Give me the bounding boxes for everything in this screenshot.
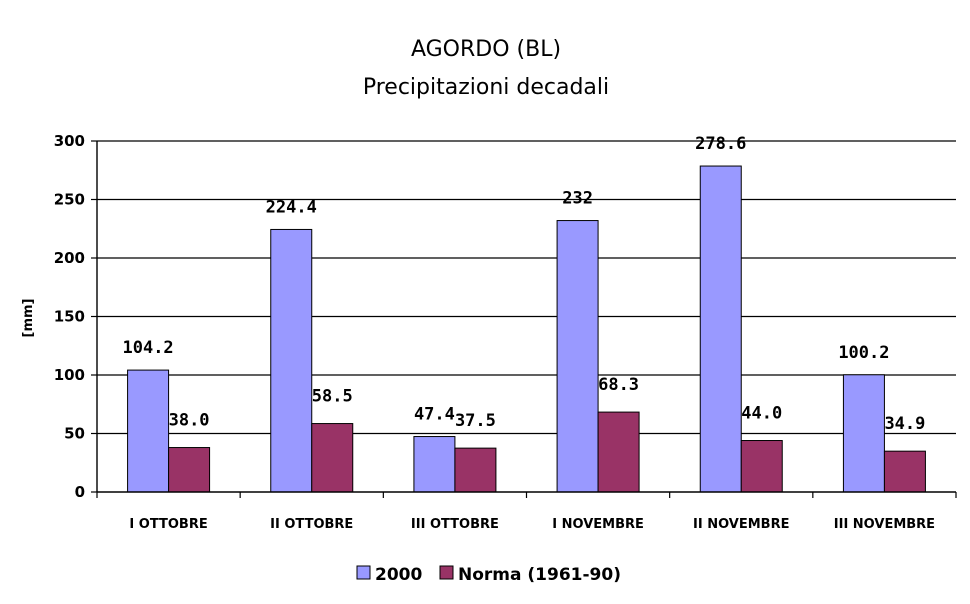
chart-title: AGORDO (BL) xyxy=(411,37,561,62)
bars xyxy=(127,165,926,493)
bar xyxy=(454,447,497,493)
bar xyxy=(883,450,926,493)
data-label: 38.0 xyxy=(169,411,210,431)
y-tick-label: 200 xyxy=(54,249,85,267)
y-tick-label: 50 xyxy=(64,425,85,443)
data-labels: 104.2 224.4 47.4 232 278.6 100.2 38.0 58.5 37.5 6… xyxy=(122,134,925,434)
data-label: 58.5 xyxy=(312,387,353,407)
chart-subtitle: Precipitazioni decadali xyxy=(363,75,609,100)
x-tick-label: II NOVEMBRE xyxy=(693,517,789,532)
x-tick-label: III NOVEMBRE xyxy=(834,517,935,532)
data-label: 47.4 xyxy=(414,405,455,425)
y-tick-label: 0 xyxy=(75,483,85,501)
x-tick-label: II OTTOBRE xyxy=(270,517,353,532)
y-axis-label: [mm] xyxy=(21,299,36,338)
bar xyxy=(270,228,313,493)
legend-swatch xyxy=(356,565,371,580)
y-tick-label: 250 xyxy=(54,191,85,209)
bar xyxy=(597,411,640,493)
bar xyxy=(168,447,211,493)
axes xyxy=(91,140,957,498)
legend-label: Norma (1961-90) xyxy=(458,565,621,585)
data-label: 224.4 xyxy=(266,197,317,217)
bar xyxy=(699,165,742,493)
x-tick-label: I NOVEMBRE xyxy=(552,517,644,532)
data-label: 68.3 xyxy=(598,375,639,395)
x-tick-label: III OTTOBRE xyxy=(411,517,499,532)
data-label: 44.0 xyxy=(741,404,782,424)
bar xyxy=(556,220,599,493)
y-axis-ticks: 0 50 100 150 200 250 300 xyxy=(54,132,85,501)
y-tick-label: 100 xyxy=(54,366,85,384)
bar xyxy=(740,440,783,493)
bar xyxy=(311,423,354,493)
data-label: 37.5 xyxy=(455,411,496,431)
gridlines xyxy=(97,140,956,435)
x-axis-ticks: I OTTOBRE II OTTOBRE III OTTOBRE I NOVEMBRE… xyxy=(129,517,935,532)
data-label: 232 xyxy=(562,189,593,209)
legend: 2000 Norma (1961-90) xyxy=(356,565,621,585)
data-label: 34.9 xyxy=(884,414,925,434)
bar xyxy=(127,369,170,493)
bar xyxy=(842,374,885,493)
legend-swatch xyxy=(439,565,454,580)
data-label: 104.2 xyxy=(122,338,173,358)
data-label: 278.6 xyxy=(695,134,746,154)
legend-label: 2000 xyxy=(375,565,422,585)
data-label: 100.2 xyxy=(838,343,889,363)
y-tick-label: 150 xyxy=(54,308,85,326)
x-tick-label: I OTTOBRE xyxy=(129,517,207,532)
y-tick-label: 300 xyxy=(54,132,85,150)
bar xyxy=(413,436,456,493)
